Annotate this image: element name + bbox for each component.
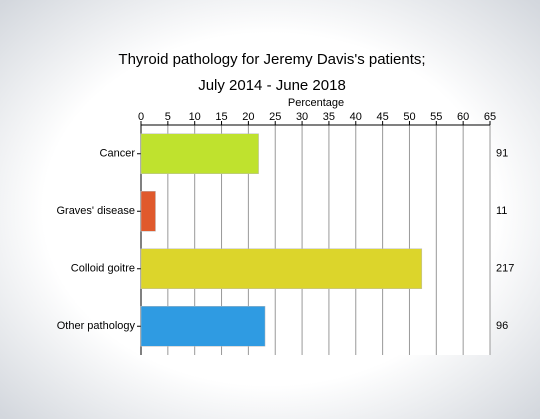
x-tick-label: 65 — [484, 111, 496, 123]
bar — [140, 133, 259, 174]
chart-title: Thyroid pathology for Jeremy Davis's pat… — [118, 51, 425, 68]
y-tick-label: Other pathology — [57, 320, 136, 332]
y-tick-label: Cancer — [100, 148, 136, 160]
x-tick-label: 25 — [269, 111, 281, 123]
count-label: 91 — [496, 148, 508, 160]
x-tick-label: 50 — [403, 111, 415, 123]
x-tick-label: 60 — [457, 111, 469, 123]
x-tick-label: 35 — [323, 111, 335, 123]
x-tick-label: 20 — [242, 111, 254, 123]
count-label: 96 — [496, 320, 508, 332]
x-tick-label: 55 — [430, 111, 442, 123]
x-tick-label: 15 — [215, 111, 227, 123]
count-label: 11 — [496, 205, 507, 217]
y-tick-label: Colloid goitre — [71, 263, 135, 275]
x-tick-label: 10 — [189, 111, 201, 123]
x-tick-label: 0 — [138, 111, 144, 123]
count-label: 217 — [496, 263, 514, 275]
x-axis-label: Percentage — [288, 97, 344, 109]
x-tick-label: 30 — [296, 111, 308, 123]
x-tick-label: 40 — [350, 111, 362, 123]
bar — [140, 191, 156, 232]
x-tick-label: 5 — [165, 111, 171, 123]
y-tick-label: Graves' disease — [56, 205, 135, 217]
x-tick-label: 45 — [376, 111, 388, 123]
bar — [140, 248, 423, 289]
chart-subtitle: July 2014 - June 2018 — [198, 77, 346, 94]
bar — [140, 306, 266, 347]
